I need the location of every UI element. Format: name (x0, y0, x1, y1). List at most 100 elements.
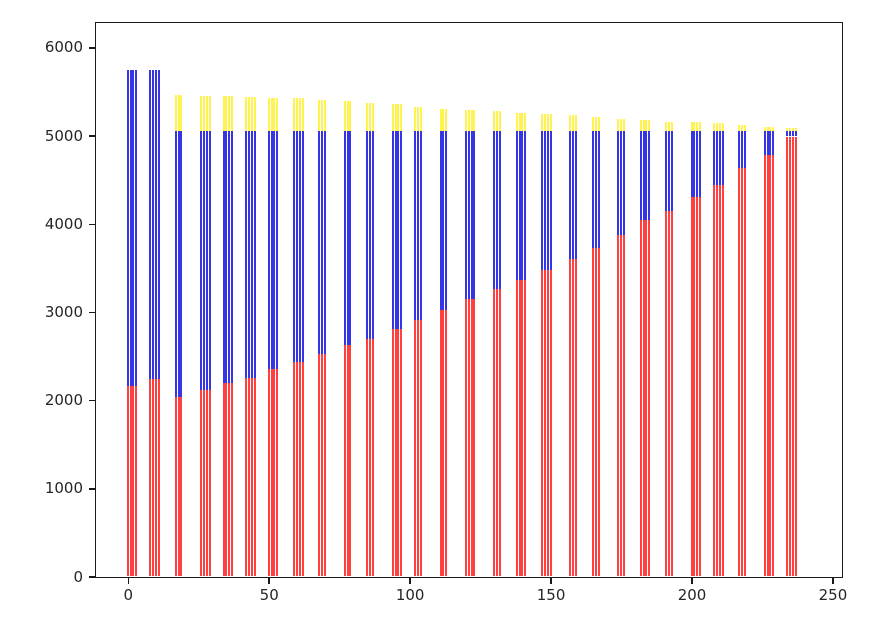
bar-segment-red (470, 298, 473, 577)
bar-segment-red (665, 211, 668, 577)
bar-segment-red (174, 396, 177, 577)
bar-segment-blue (642, 131, 645, 221)
bar-segment-blue (572, 131, 575, 259)
bar-segment-yellow (541, 114, 544, 132)
bar-segment-yellow (721, 123, 724, 132)
bar-segment-blue (597, 131, 600, 249)
bar-segment-yellow (267, 97, 270, 132)
bar-segment-red (366, 338, 369, 577)
bar-segment-red (713, 185, 716, 577)
x-tick-mark (832, 577, 834, 584)
x-tick-label: 0 (123, 586, 134, 604)
bar-segment-red (698, 197, 701, 577)
bar-segment-yellow (470, 110, 473, 132)
x-tick-label: 150 (536, 586, 566, 604)
bar-segment-red (222, 382, 225, 577)
bar-segment-blue (200, 131, 203, 391)
bar-segment-yellow (515, 112, 518, 132)
bar-segment-red (400, 328, 403, 577)
bar-segment-red (267, 369, 270, 577)
bar-segment-red (445, 310, 448, 577)
bar-segment-red (205, 390, 208, 577)
bar-segment-red (177, 396, 180, 577)
bar-segment-red (690, 197, 693, 577)
bar-segment-yellow (180, 95, 183, 132)
bar-segment-red (541, 269, 544, 577)
bar-segment-red (670, 211, 673, 577)
bar-segment-red (318, 354, 321, 577)
bar-segment-blue (228, 131, 231, 383)
bar-segment-blue (690, 131, 693, 198)
bar-segment-blue (496, 131, 499, 290)
bar-segment-blue (318, 131, 321, 355)
bar-segment-blue (245, 131, 248, 379)
bar-segment-red (397, 328, 400, 577)
bar-segment-yellow (744, 125, 747, 132)
bar-segment-blue (400, 131, 403, 329)
bar-segment-yellow (174, 95, 177, 132)
bar-segment-red (324, 354, 327, 577)
bar-segment-yellow (419, 106, 422, 132)
bar-segment-blue (149, 69, 152, 380)
bar-segment-blue (670, 131, 673, 212)
bar-segment-red (414, 319, 417, 577)
bar-segment-yellow (253, 97, 256, 132)
bar-segment-blue (273, 131, 276, 370)
y-tick-mark (89, 399, 96, 402)
bar-segment-yellow (293, 98, 296, 132)
bar-segment-red (208, 390, 211, 577)
bar-segment-blue (741, 131, 744, 169)
bar-segment-blue (789, 130, 792, 137)
bar-segment-blue (205, 131, 208, 391)
y-tick-label: 3000 (44, 302, 83, 321)
y-tick-mark (89, 223, 96, 226)
bar-segment-blue (744, 131, 747, 169)
bar-segment-yellow (273, 97, 276, 132)
bar-segment-blue (349, 131, 352, 346)
bar-segment-blue (293, 131, 296, 363)
bar-segment-red (639, 220, 642, 577)
bar-segment-blue (794, 130, 797, 137)
bar-segment-yellow (318, 99, 321, 132)
bar-segment-red (524, 280, 527, 577)
bar-segment-blue (792, 130, 795, 137)
bar-segment-blue (180, 131, 183, 397)
bar-segment-blue (222, 131, 225, 383)
bar-segment-yellow (617, 118, 620, 132)
bar-segment-yellow (245, 97, 248, 132)
bar-segment-red (467, 298, 470, 577)
bar-segment-yellow (346, 101, 349, 132)
bar-segment-yellow (713, 123, 716, 132)
y-tick-label: 0 (73, 567, 83, 586)
bar-segment-blue (276, 131, 279, 370)
bar-segment-yellow (324, 99, 327, 132)
bar-segment-red (543, 269, 546, 577)
bar-segment-blue (394, 131, 397, 329)
bar-segment-blue (574, 131, 577, 259)
bar-segment-red (789, 136, 792, 577)
bar-segment-blue (439, 131, 442, 311)
bar-segment-yellow (442, 108, 445, 132)
bar-segment-red (154, 379, 157, 577)
bar-segment-blue (622, 131, 625, 236)
x-tick-label: 50 (259, 586, 279, 604)
bar-segment-blue (541, 131, 544, 270)
bar-segment-yellow (417, 106, 420, 132)
y-tick-mark (89, 488, 96, 490)
bar-segment-blue (442, 131, 445, 311)
bar-segment-red (394, 328, 397, 577)
bar-segment-red (349, 345, 352, 577)
bar-segment-yellow (228, 96, 231, 132)
bar-segment-yellow (648, 120, 651, 132)
bar-segment-blue (225, 131, 228, 383)
bar-segment-red (129, 386, 132, 577)
bar-segment-red (253, 378, 256, 577)
bar-segment-red (301, 362, 304, 577)
bar-segment-yellow (645, 120, 648, 132)
bar-segment-red (693, 197, 696, 577)
bar-segment-blue (786, 130, 789, 137)
bar-segment-red (493, 289, 496, 577)
bar-segment-blue (518, 131, 521, 281)
bar-segment-yellow (445, 108, 448, 132)
bar-segment-blue (369, 131, 372, 339)
